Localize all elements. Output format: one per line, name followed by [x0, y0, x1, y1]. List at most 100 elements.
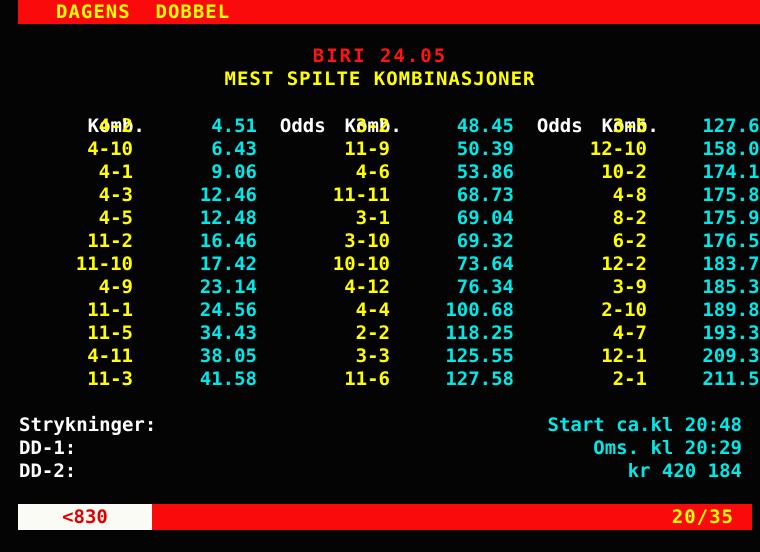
cell-combination: 4-3	[98, 184, 133, 206]
cell-odds: 125.55	[445, 345, 514, 367]
cell-combination: 4-5	[98, 207, 133, 229]
cell-odds: 53.86	[456, 161, 514, 183]
cell-odds: 193.33	[702, 322, 760, 344]
column-header-odds-2: Odds	[536, 115, 583, 137]
cell-combination: 3-1	[355, 207, 390, 229]
column-header-komb-2: Komb.	[344, 115, 402, 137]
cell-combination: 4-10	[87, 138, 133, 160]
cell-odds: 4.51	[211, 115, 257, 137]
cell-combination: 12-1	[601, 345, 647, 367]
cell-odds: 48.45	[456, 115, 514, 137]
column-header-komb-1: Komb.	[87, 115, 145, 137]
page-number-box[interactable]	[18, 504, 152, 530]
cell-combination: 4-9	[98, 276, 133, 298]
table-row: 11-5 34.43 2-2 118.25 4-7 193.33	[0, 322, 760, 345]
info-block: Strykninger: Start ca.kl 20:48 DD-1: Oms. k…	[0, 414, 760, 483]
info-value: Start ca.kl 20:48	[547, 414, 742, 436]
cell-combination: 4-4	[355, 299, 390, 321]
cell-odds: 100.68	[445, 299, 514, 321]
cell-combination: 2-2	[355, 322, 390, 344]
cell-combination: 3-5	[612, 115, 647, 137]
table-row: 11-2 16.46 3-10 69.32 6-2 176.54	[0, 230, 760, 253]
cell-combination: 4-2	[98, 115, 133, 137]
cell-odds: 12.46	[199, 184, 257, 206]
cell-odds: 9.06	[211, 161, 257, 183]
cell-combination: 6-2	[612, 230, 647, 252]
section-title: MEST SPILTE KOMBINASJONER	[224, 68, 536, 90]
cell-combination: 11-5	[87, 322, 133, 344]
table-row: 11-1 24.56 4-4 100.68 2-10 189.84	[0, 299, 760, 322]
table-row: 11-10 17.42 10-10 73.64 12-2 183.75	[0, 253, 760, 276]
cell-combination: 3-9	[612, 276, 647, 298]
cell-combination: 3-3	[355, 345, 390, 367]
cell-combination: 2-10	[601, 299, 647, 321]
cell-combination: 10-2	[601, 161, 647, 183]
cell-odds: 174.10	[702, 161, 760, 183]
info-label: DD-1:	[19, 437, 77, 459]
cell-combination: 11-11	[332, 184, 390, 206]
table-row: 4-2 4.51 3-2 48.45 3-5 127.63	[0, 115, 760, 138]
cell-combination: 4-12	[344, 276, 390, 298]
cell-odds: 38.05	[199, 345, 257, 367]
cell-odds: 185.37	[702, 276, 760, 298]
cell-odds: 76.34	[456, 276, 514, 298]
cell-combination: 4-8	[612, 184, 647, 206]
cell-combination: 11-2	[87, 230, 133, 252]
table-row: 4-1 9.06 4-6 53.86 10-2 174.10	[0, 161, 760, 184]
table-row: 11-3 41.58 11-6 127.58 2-1 211.50	[0, 368, 760, 391]
cell-combination: 4-6	[355, 161, 390, 183]
table-row: 4-10 6.43 11-9 50.39 12-10 158.04	[0, 138, 760, 161]
info-label: Strykninger:	[19, 414, 157, 436]
cell-combination: 4-1	[98, 161, 133, 183]
cell-odds: 183.75	[702, 253, 760, 275]
cell-odds: 34.43	[199, 322, 257, 344]
cell-combination: 11-1	[87, 299, 133, 321]
cell-combination: 8-2	[612, 207, 647, 229]
page-title: DAGENS DOBBEL	[56, 1, 231, 23]
table-row: 4-5 12.48 3-1 69.04 8-2 175.95	[0, 207, 760, 230]
cell-odds: 175.95	[702, 207, 760, 229]
cell-odds: 209.39	[702, 345, 760, 367]
cell-combination: 3-2	[355, 115, 390, 137]
table-body: 4-2 4.51 3-2 48.45 3-5 127.63 4-10 6.43 11-9 50.3…	[0, 115, 760, 391]
cell-combination: 11-9	[344, 138, 390, 160]
page-counter: 20/35	[671, 506, 734, 528]
cell-odds: 175.85	[702, 184, 760, 206]
cell-odds: 68.73	[456, 184, 514, 206]
table-row: 4-3 12.46 11-11 68.73 4-8 175.85	[0, 184, 760, 207]
cell-combination: 3-10	[344, 230, 390, 252]
cell-odds: 17.42	[199, 253, 257, 275]
cell-combination: 11-6	[344, 368, 390, 390]
header-bar	[18, 0, 760, 24]
cell-combination: 11-10	[75, 253, 133, 275]
cell-odds: 50.39	[456, 138, 514, 160]
previous-page-link[interactable]: <830	[62, 506, 108, 528]
info-row: DD-2: kr 420 184	[0, 460, 760, 483]
info-row: DD-1: Oms. kl 20:29	[0, 437, 760, 460]
cell-odds: 127.58	[445, 368, 514, 390]
cell-combination: 12-2	[601, 253, 647, 275]
cell-combination: 11-3	[87, 368, 133, 390]
cell-odds: 127.63	[702, 115, 760, 137]
cell-odds: 158.04	[702, 138, 760, 160]
cell-odds: 41.58	[199, 368, 257, 390]
column-header-odds-1: Odds	[279, 115, 326, 137]
cell-odds: 24.56	[199, 299, 257, 321]
cell-odds: 6.43	[211, 138, 257, 160]
cell-odds: 73.64	[456, 253, 514, 275]
cell-odds: 118.25	[445, 322, 514, 344]
cell-odds: 23.14	[199, 276, 257, 298]
info-value: kr 420 184	[627, 460, 742, 482]
meeting-line: BIRI 24.05	[312, 45, 448, 67]
cell-odds: 69.32	[456, 230, 514, 252]
info-row: Strykninger: Start ca.kl 20:48	[0, 414, 760, 437]
cell-odds: 69.04	[456, 207, 514, 229]
cell-combination: 10-10	[332, 253, 390, 275]
column-header-komb-3: Komb.	[601, 115, 659, 137]
info-label: DD-2:	[19, 460, 77, 482]
cell-combination: 4-7	[612, 322, 647, 344]
cell-odds: 16.46	[199, 230, 257, 252]
